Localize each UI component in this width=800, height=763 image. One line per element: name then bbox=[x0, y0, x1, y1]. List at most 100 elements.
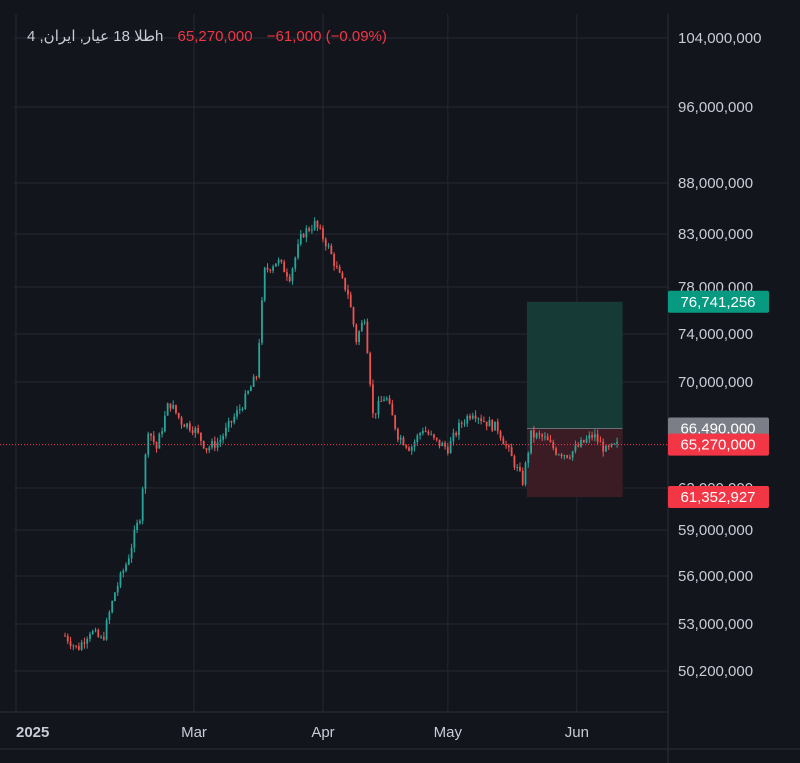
candle bbox=[197, 424, 200, 435]
candle bbox=[419, 431, 421, 440]
candle bbox=[308, 226, 311, 233]
price-tick-label: 88,000,000 bbox=[678, 175, 753, 192]
candle bbox=[441, 441, 444, 447]
candle bbox=[399, 434, 402, 445]
time-tick-label: Apr bbox=[311, 724, 334, 741]
candle bbox=[491, 419, 494, 433]
candle bbox=[327, 242, 330, 249]
candle bbox=[108, 610, 111, 625]
candle bbox=[69, 636, 72, 650]
price-tag-stop: 61,352,927 bbox=[668, 486, 769, 509]
price-tick-label: 56,000,000 bbox=[678, 568, 753, 585]
price-tag-last_price: 65,270,000 bbox=[668, 433, 769, 456]
candle bbox=[405, 444, 408, 450]
candle bbox=[333, 252, 335, 271]
candle bbox=[577, 442, 580, 448]
candle bbox=[524, 461, 527, 487]
candle bbox=[452, 428, 455, 446]
symbol-legend: طلا 18 عیار, ایران, 4h 65,270,000 −61,00… bbox=[27, 27, 387, 45]
candle bbox=[152, 431, 155, 446]
candle bbox=[507, 443, 510, 452]
candle bbox=[469, 413, 471, 421]
candle bbox=[280, 259, 283, 264]
price-tag-label: 65,270,000 bbox=[680, 437, 755, 454]
candle bbox=[116, 582, 119, 596]
candle bbox=[516, 464, 519, 472]
candle bbox=[205, 448, 208, 454]
candle bbox=[388, 395, 391, 405]
candle bbox=[324, 237, 327, 251]
candle bbox=[546, 433, 549, 441]
candle bbox=[602, 438, 605, 457]
candle bbox=[291, 267, 294, 285]
time-axis[interactable]: 2025 Mar Apr May Jun bbox=[16, 724, 589, 741]
candle bbox=[100, 634, 102, 639]
candle bbox=[380, 395, 383, 402]
candle bbox=[302, 232, 305, 238]
candle bbox=[466, 414, 469, 427]
candle bbox=[219, 434, 222, 447]
candle bbox=[177, 412, 180, 420]
price-change: −61,000 (−0.09%) bbox=[266, 28, 387, 45]
candle bbox=[413, 439, 416, 452]
candle bbox=[421, 427, 424, 436]
candle bbox=[230, 420, 233, 428]
candle bbox=[591, 431, 593, 441]
candle bbox=[369, 351, 372, 387]
candle bbox=[222, 433, 225, 444]
candle bbox=[555, 446, 557, 456]
candle bbox=[599, 436, 602, 443]
candle bbox=[158, 432, 161, 449]
candle bbox=[183, 423, 186, 428]
candle bbox=[272, 264, 274, 274]
candle bbox=[499, 429, 502, 441]
target-zone[interactable] bbox=[526, 301, 623, 429]
candle bbox=[236, 406, 238, 420]
candle bbox=[530, 430, 532, 455]
stop-zone[interactable] bbox=[526, 428, 623, 498]
candle bbox=[305, 225, 308, 243]
candle bbox=[266, 263, 269, 273]
candle bbox=[119, 571, 122, 589]
candle bbox=[374, 413, 377, 419]
candle bbox=[311, 224, 313, 234]
candle bbox=[416, 433, 419, 446]
candle bbox=[474, 410, 477, 423]
candle bbox=[427, 429, 430, 436]
candle bbox=[94, 627, 97, 633]
candle bbox=[238, 404, 241, 415]
candle bbox=[249, 385, 252, 392]
candle bbox=[297, 239, 299, 260]
candle bbox=[549, 434, 552, 443]
price-axis[interactable]: 104,000,000 96,000,000 88,000,000 83,000,00… bbox=[678, 30, 761, 680]
price-tick-label: 59,000,000 bbox=[678, 522, 753, 539]
candle bbox=[241, 406, 244, 412]
candle bbox=[66, 633, 69, 645]
long-position-zones[interactable] bbox=[526, 301, 623, 498]
candle bbox=[64, 632, 66, 637]
candle bbox=[383, 396, 385, 402]
candle bbox=[111, 600, 114, 614]
candle bbox=[480, 414, 483, 425]
candle bbox=[477, 417, 480, 424]
candle bbox=[385, 396, 388, 402]
candle bbox=[463, 419, 466, 427]
candle bbox=[610, 443, 613, 448]
candle bbox=[552, 439, 555, 451]
candle bbox=[458, 419, 460, 440]
candle bbox=[363, 319, 366, 325]
candle bbox=[605, 444, 607, 452]
candle bbox=[408, 445, 410, 452]
candle bbox=[258, 338, 261, 379]
candle bbox=[139, 519, 141, 525]
candle bbox=[288, 273, 291, 283]
candle bbox=[144, 453, 147, 494]
candle bbox=[485, 421, 488, 431]
candle bbox=[122, 568, 125, 578]
price-tick-label: 53,000,000 bbox=[678, 616, 753, 633]
candle bbox=[83, 637, 86, 649]
time-tick-label: Mar bbox=[181, 724, 207, 741]
candle bbox=[510, 443, 513, 457]
candle bbox=[136, 519, 139, 534]
